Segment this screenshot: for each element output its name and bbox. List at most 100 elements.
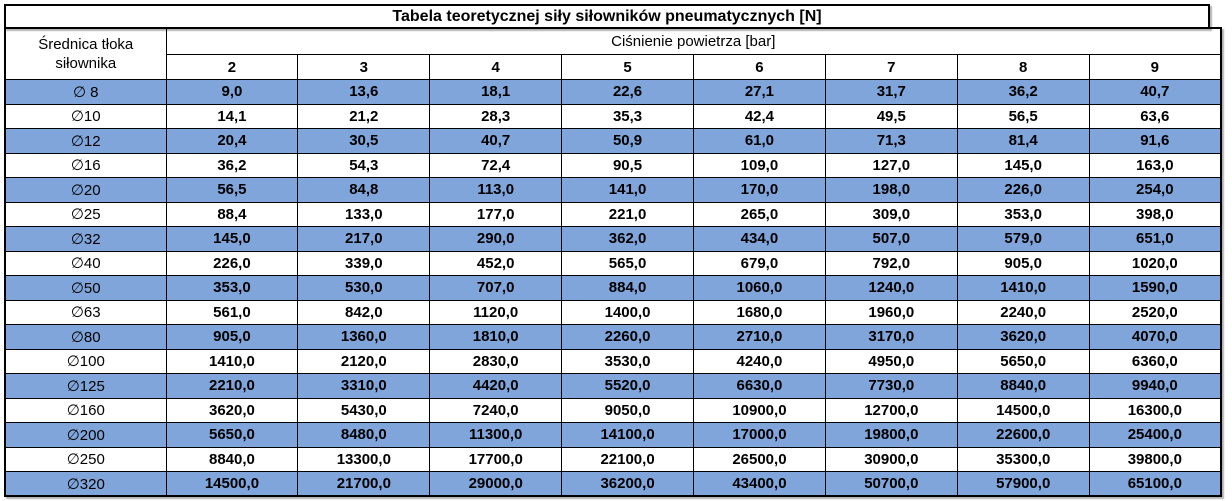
force-cell: 35300,0: [956, 446, 1090, 472]
force-cell: 1240,0: [824, 275, 958, 301]
force-cell: 2710,0: [693, 324, 826, 350]
diameter-cell: ∅ 8: [4, 79, 167, 105]
force-cell: 9940,0: [1088, 373, 1222, 399]
force-cell: 113,0: [429, 177, 563, 203]
force-cell: 127,0: [824, 152, 958, 178]
force-cell: 5650,0: [956, 348, 1090, 374]
force-cell: 452,0: [429, 250, 563, 276]
force-cell: 20,4: [165, 128, 299, 154]
table-title: Tabela teoretycznej siły siłowników pneu…: [4, 4, 1210, 29]
force-cell: 84,8: [297, 177, 431, 203]
diameter-cell: ∅160: [4, 397, 167, 423]
force-cell: 507,0: [824, 226, 958, 252]
force-cell: 27,1: [693, 79, 826, 105]
force-cell: 141,0: [561, 177, 694, 203]
force-cell: 579,0: [956, 226, 1090, 252]
diameter-cell: ∅32: [4, 226, 167, 252]
pneumatic-force-table-container: Tabela teoretycznej siły siłowników pneu…: [4, 4, 1222, 497]
force-cell: 21700,0: [297, 471, 431, 497]
force-cell: 30,5: [297, 128, 431, 154]
table-row: ∅320 14500,0 21700,0 29000,0 36200,0 43400,0 5…: [4, 471, 1222, 497]
force-cell: 90,5: [561, 152, 694, 178]
pressure-header-cell: 6: [693, 54, 826, 80]
force-cell: 13,6: [297, 79, 431, 105]
force-cell: 177,0: [429, 201, 563, 227]
force-cell: 26500,0: [693, 446, 826, 472]
force-cell: 707,0: [429, 275, 563, 301]
force-cell: 25400,0: [1088, 422, 1222, 448]
table-row: ∅125 2210,0 3310,0 4420,0 5520,0 6630,0 7730,0…: [4, 373, 1222, 399]
force-cell: 40,7: [1088, 79, 1222, 105]
force-table: Średnica tłoka siłownika Ciśnienie powie…: [4, 27, 1222, 497]
table-row: ∅32 145,0 217,0 290,0 362,0 434,0 507,0 579,0 65…: [4, 226, 1222, 252]
force-cell: 265,0: [693, 201, 826, 227]
force-cell: 19800,0: [824, 422, 958, 448]
force-cell: 5520,0: [561, 373, 694, 399]
force-cell: 8840,0: [165, 446, 299, 472]
table-row: ∅10 14,1 21,2 28,3 35,3 42,4 49,5 56,5 63,6: [4, 103, 1222, 129]
force-cell: 36,2: [165, 152, 299, 178]
force-cell: 63,6: [1088, 103, 1222, 129]
force-cell: 3310,0: [297, 373, 431, 399]
table-row: ∅160 3620,0 5430,0 7240,0 9050,0 10900,0 12700…: [4, 397, 1222, 423]
table-row: ∅25 88,4 133,0 177,0 221,0 265,0 309,0 353,0 398…: [4, 201, 1222, 227]
diameter-cell: ∅50: [4, 275, 167, 301]
table-row: ∅250 8840,0 13300,0 17700,0 22100,0 26500,0 30…: [4, 446, 1222, 472]
force-cell: 14500,0: [956, 397, 1090, 423]
force-cell: 43400,0: [693, 471, 826, 497]
diameter-column-header: Średnica tłoka siłownika: [4, 27, 167, 80]
pressure-header-cell: 4: [429, 54, 563, 80]
force-cell: 4240,0: [693, 348, 826, 374]
force-cell: 6360,0: [1088, 348, 1222, 374]
force-cell: 561,0: [165, 299, 299, 325]
diameter-cell: ∅125: [4, 373, 167, 399]
pressure-header-cell: 7: [824, 54, 958, 80]
force-cell: 14,1: [165, 103, 299, 129]
force-cell: 221,0: [561, 201, 694, 227]
force-cell: 17000,0: [693, 422, 826, 448]
force-cell: 792,0: [824, 250, 958, 276]
force-cell: 679,0: [693, 250, 826, 276]
force-cell: 72,4: [429, 152, 563, 178]
force-cell: 61,0: [693, 128, 826, 154]
force-cell: 133,0: [297, 201, 431, 227]
force-cell: 1060,0: [693, 275, 826, 301]
force-cell: 2520,0: [1088, 299, 1222, 325]
force-cell: 226,0: [956, 177, 1090, 203]
diameter-cell: ∅20: [4, 177, 167, 203]
force-cell: 3620,0: [165, 397, 299, 423]
force-cell: 29000,0: [429, 471, 563, 497]
force-cell: 651,0: [1088, 226, 1222, 252]
force-cell: 71,3: [824, 128, 958, 154]
force-cell: 1810,0: [429, 324, 563, 350]
force-cell: 4070,0: [1088, 324, 1222, 350]
diameter-cell: ∅200: [4, 422, 167, 448]
force-cell: 7240,0: [429, 397, 563, 423]
force-cell: 28,3: [429, 103, 563, 129]
force-cell: 22600,0: [956, 422, 1090, 448]
force-cell: 88,4: [165, 201, 299, 227]
force-cell: 9050,0: [561, 397, 694, 423]
force-cell: 254,0: [1088, 177, 1222, 203]
force-cell: 2260,0: [561, 324, 694, 350]
pressure-header-cell: 3: [297, 54, 431, 80]
table-row: ∅ 8 9,0 13,6 18,1 22,6 27,1 31,7 36,2 40,7: [4, 79, 1222, 105]
diameter-cell: ∅16: [4, 152, 167, 178]
force-cell: 54,3: [297, 152, 431, 178]
force-cell: 4420,0: [429, 373, 563, 399]
force-cell: 16300,0: [1088, 397, 1222, 423]
force-cell: 3620,0: [956, 324, 1090, 350]
table-row: ∅200 5650,0 8480,0 11300,0 14100,0 17000,0 198…: [4, 422, 1222, 448]
force-cell: 353,0: [956, 201, 1090, 227]
force-cell: 198,0: [824, 177, 958, 203]
force-cell: 217,0: [297, 226, 431, 252]
force-cell: 36,2: [956, 79, 1090, 105]
force-cell: 1020,0: [1088, 250, 1222, 276]
force-cell: 3530,0: [561, 348, 694, 374]
diameter-cell: ∅250: [4, 446, 167, 472]
pressure-header-cell: 5: [561, 54, 694, 80]
force-cell: 65100,0: [1088, 471, 1222, 497]
force-cell: 6630,0: [693, 373, 826, 399]
pressure-header-cell: 2: [165, 54, 299, 80]
